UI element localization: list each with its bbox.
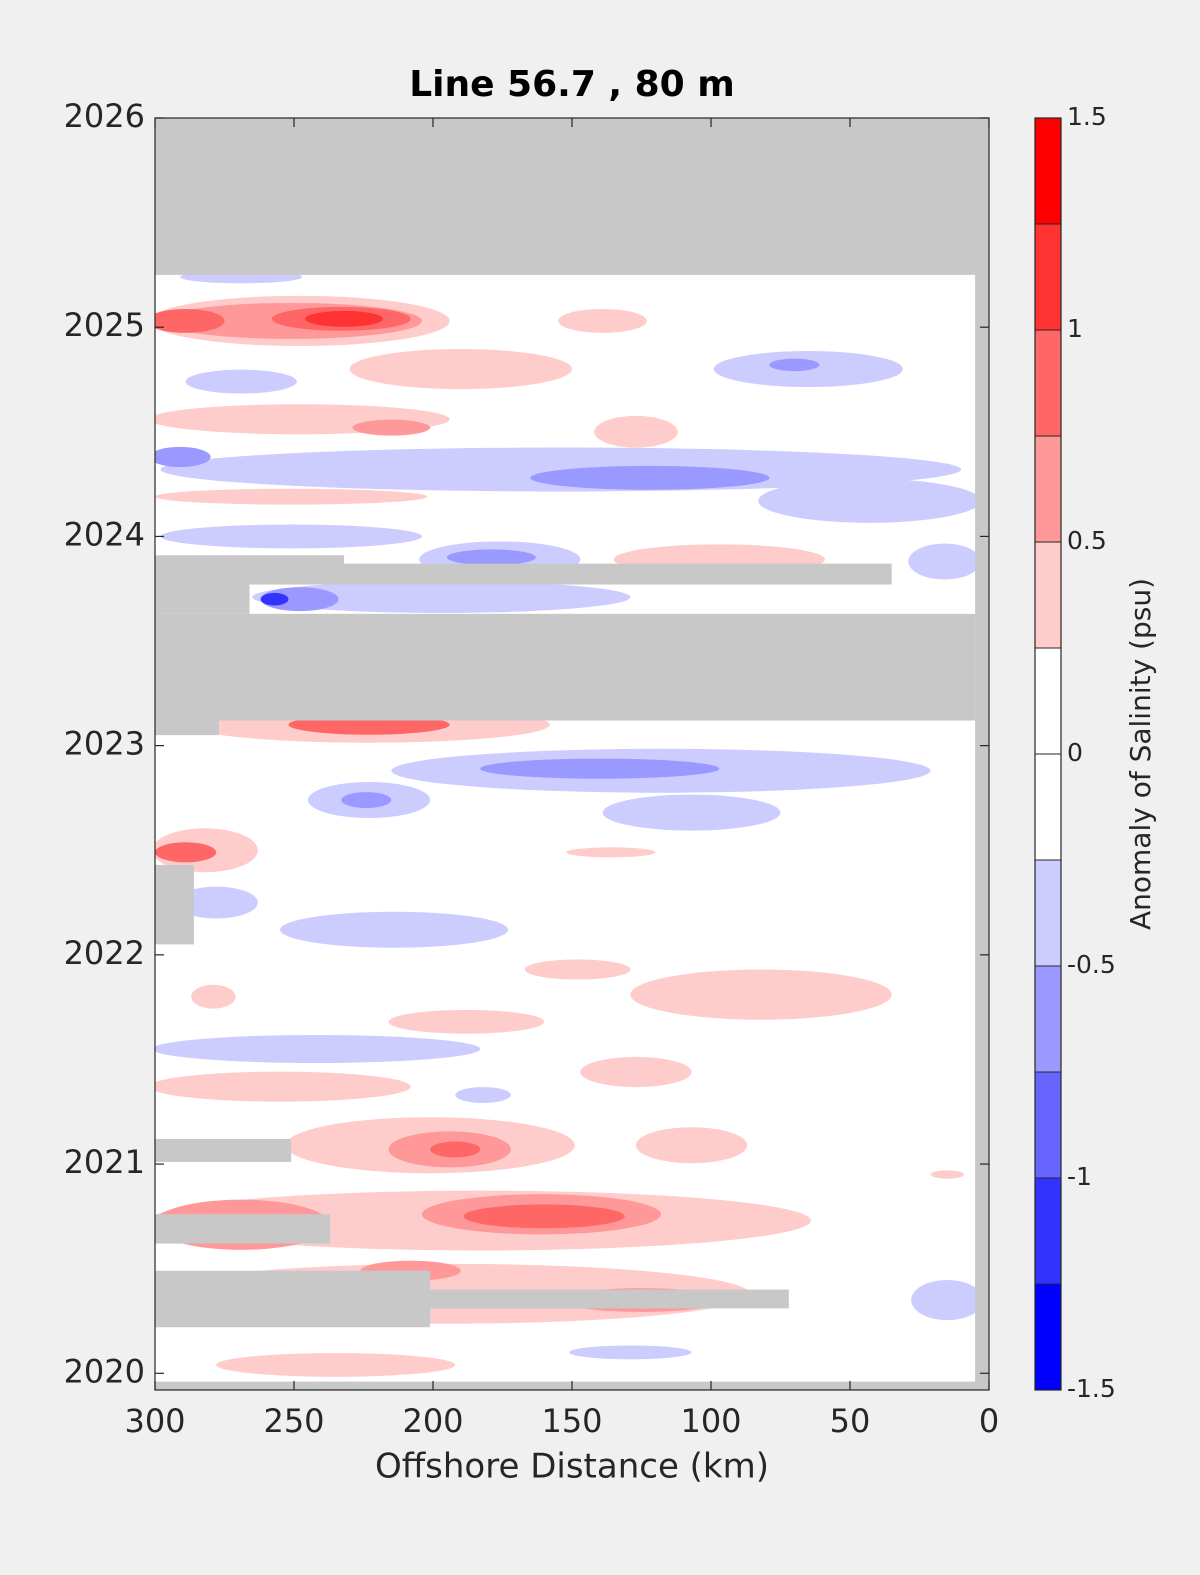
x-tick-label: 250 (263, 1402, 324, 1440)
contour-patch (352, 419, 431, 436)
contour-patch (911, 1279, 984, 1321)
no-data-region (155, 584, 250, 614)
chart-title: Line 56.7 , 80 m (409, 64, 735, 105)
contour-patch (341, 792, 392, 808)
colorbar-tick-label: 1 (1067, 314, 1083, 343)
contour-patch (594, 415, 678, 448)
contour-patch (566, 847, 656, 858)
contour-patch (569, 1345, 692, 1360)
colorbar-segment (1035, 1178, 1061, 1284)
colorbar-segment (1035, 1072, 1061, 1178)
x-tick-label: 0 (979, 1402, 999, 1440)
x-axis-label: Offshore Distance (km) (375, 1447, 769, 1487)
colorbar-segment (1035, 860, 1061, 966)
contour-patch (388, 1009, 545, 1034)
no-data-region (155, 1138, 292, 1162)
no-data-region (155, 563, 892, 585)
colorbar-box (1034, 117, 1062, 1391)
y-tick-label: 2026 (64, 97, 145, 135)
colorbar-segment (1035, 436, 1061, 542)
x-tick-label: 100 (680, 1402, 741, 1440)
contour-patch (602, 794, 781, 831)
colorbar-segment (1035, 330, 1061, 436)
colorbar-tick-label: 0.5 (1067, 526, 1107, 555)
colorbar-segment (1035, 966, 1061, 1072)
contour-patch (524, 959, 631, 980)
colorbar-segment (1035, 542, 1061, 648)
contour-patch (455, 1087, 511, 1103)
colorbar-tick-label: -0.5 (1067, 950, 1116, 979)
contour-patch (160, 524, 422, 549)
contour-patch (930, 1170, 964, 1179)
no-data-region (155, 864, 194, 945)
colorbar-segment (1035, 1284, 1061, 1390)
y-tick-label: 2025 (64, 306, 145, 344)
contour-patch (216, 1352, 456, 1377)
x-tick-label: 150 (541, 1402, 602, 1440)
contour-patch (185, 369, 297, 394)
x-tick-label: 300 (124, 1402, 185, 1440)
contour-patch (758, 478, 981, 523)
contour-patch (155, 446, 211, 467)
no-data-region (975, 274, 989, 1390)
y-tick-label: 2020 (64, 1352, 145, 1390)
x-tick-label: 50 (830, 1402, 871, 1440)
colorbar-segment (1035, 648, 1061, 754)
contour-patch (260, 592, 289, 606)
contour-patch (635, 1127, 748, 1164)
contour-patch (463, 1204, 625, 1229)
no-data-region (155, 118, 989, 275)
contour-patch (769, 358, 820, 372)
contour-patch (191, 984, 236, 1009)
no-data-region (155, 1214, 331, 1244)
no-data-region (155, 720, 219, 736)
colorbar-segment (1035, 754, 1061, 860)
contour-patch (630, 969, 892, 1020)
y-tick-label: 2024 (64, 515, 145, 553)
y-tick-label: 2023 (64, 725, 145, 763)
colorbar-segment (1035, 224, 1061, 330)
colorbar-tick-label: -1.5 (1067, 1374, 1116, 1403)
y-tick-label: 2022 (64, 934, 145, 972)
colorbar-tick-label: 1.5 (1067, 102, 1107, 131)
contour-patch (280, 911, 509, 948)
contour-patch (530, 465, 770, 490)
contour-patch (580, 1056, 692, 1088)
colorbar-label: Anomaly of Salinity (psu) (1124, 578, 1157, 930)
contour-patch (305, 310, 383, 327)
no-data-region (155, 1270, 431, 1328)
contour-patch (349, 348, 572, 390)
contour-patch (155, 309, 225, 333)
colorbar-tick-label: -1 (1067, 1162, 1092, 1191)
contour-patch (155, 1071, 411, 1102)
y-tick-label: 2021 (64, 1143, 145, 1181)
contour-patch (252, 581, 631, 613)
contour-patch (155, 842, 217, 863)
colorbar-tick-label: 0 (1067, 738, 1083, 767)
plot-layer (155, 118, 989, 1390)
contour-patch (430, 1141, 481, 1158)
contour-patch (174, 886, 258, 919)
contour-patch (260, 587, 339, 612)
colorbar-segment (1035, 118, 1061, 224)
contour-patch (155, 488, 428, 505)
contour-patch (908, 543, 981, 580)
axes-layer: 300 250 200 150 100 50 0 2020 2021 2022 2023 2024 20… (64, 97, 1116, 1440)
contour-patch (558, 309, 648, 333)
no-data-region (155, 613, 976, 721)
contour-patch (155, 1034, 481, 1063)
contour-patch (446, 549, 536, 566)
x-tick-label: 200 (402, 1402, 463, 1440)
contour-patch (480, 758, 720, 779)
